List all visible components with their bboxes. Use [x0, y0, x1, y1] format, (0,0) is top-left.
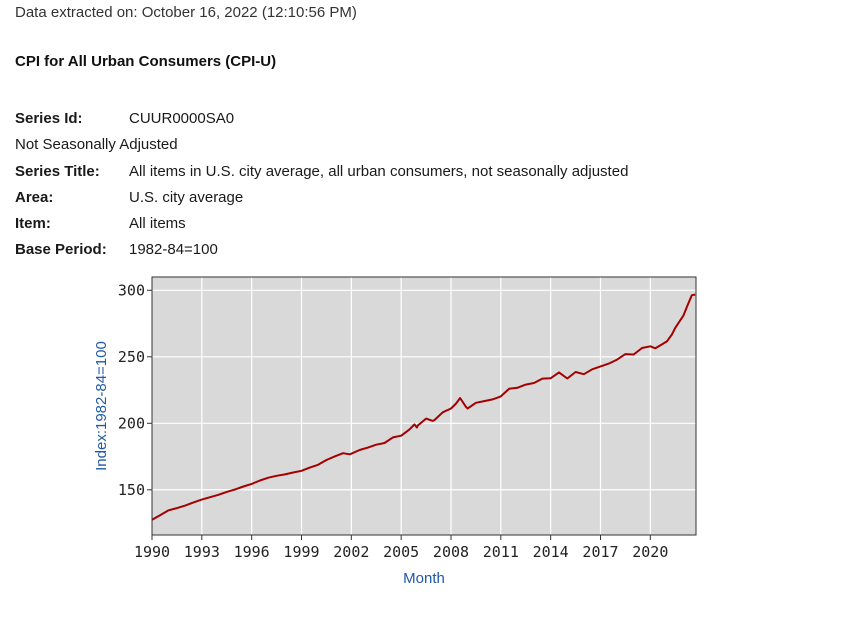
y-tick-label: 150 [118, 481, 145, 499]
x-tick-label: 1999 [283, 543, 319, 561]
cpi-series-line [151, 293, 696, 521]
x-tick-label: 2011 [483, 543, 519, 561]
adjustment-value: Not Seasonally Adjusted [15, 136, 178, 153]
y-tick-label: 250 [118, 348, 145, 366]
y-axis-title: Index:1982-84=100 [93, 341, 110, 471]
extraction-timestamp: Data extracted on: October 16, 2022 (12:… [15, 4, 357, 21]
series-id-value: CUUR0000SA0 [129, 110, 235, 127]
report-title: CPI for All Urban Consumers (CPI-U) [15, 53, 277, 70]
x-tick-label: 2014 [533, 543, 569, 561]
x-tick-label: 2008 [433, 543, 469, 561]
base-period-value: 1982-84=100 [129, 241, 218, 258]
x-tick-label: 1993 [184, 543, 220, 561]
x-axis-title: Month [403, 570, 445, 587]
base-period-label: Base Period: [15, 241, 107, 258]
plot-area [152, 277, 696, 535]
area-value: U.S. city average [129, 189, 244, 206]
gridlines [152, 277, 696, 535]
item-value: All items [129, 215, 186, 232]
item-label: Item: [15, 215, 51, 232]
series-id-label: Series Id: [15, 110, 83, 127]
x-tick-label: 1996 [234, 543, 270, 561]
x-tick-label: 2005 [383, 543, 419, 561]
series-title-label: Series Title: [15, 163, 100, 180]
axis-ticks: 1990 1993 1996 1999 2002 2005 2008 2011 2014 2017… [118, 281, 668, 561]
plot-frame [151, 276, 697, 536]
y-tick-label: 200 [118, 414, 145, 432]
x-tick-label: 2020 [632, 543, 668, 561]
x-tick-label: 2017 [582, 543, 618, 561]
x-tick-label: 1990 [134, 543, 170, 561]
x-tick-label: 2002 [333, 543, 369, 561]
series-title-value: All items in U.S. city average, all urba… [129, 163, 629, 180]
area-label: Area: [15, 189, 54, 206]
y-tick-label: 300 [118, 281, 145, 299]
